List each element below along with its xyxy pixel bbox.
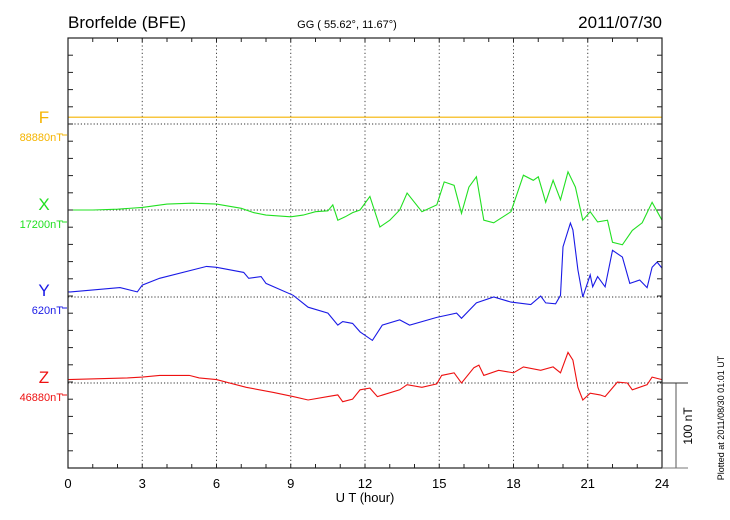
plot-date: 2011/07/30 bbox=[578, 13, 662, 32]
station-title: Brorfelde (BFE) bbox=[68, 13, 186, 32]
trace-y bbox=[68, 221, 663, 342]
series-baseline-x: 17200nT bbox=[20, 219, 64, 231]
series-labels: F 88880nT X 17200nT Y 620nT Z 46880nT bbox=[20, 108, 67, 404]
trace-z bbox=[67, 351, 663, 403]
scale-bar-label: 100 nT bbox=[681, 407, 695, 445]
series-name-y: Y bbox=[38, 281, 49, 300]
station-coordinates: GG ( 55.62°, 11.67°) bbox=[297, 19, 397, 31]
grid bbox=[68, 38, 662, 468]
x-tick-label: 21 bbox=[581, 476, 595, 491]
plotted-timestamp: Plotted at 2011/08/30 01:01 UT bbox=[716, 355, 726, 480]
traces bbox=[67, 116, 663, 403]
x-tick-label: 9 bbox=[287, 476, 294, 491]
series-name-z: Z bbox=[39, 368, 49, 387]
x-tick-label: 12 bbox=[358, 476, 372, 491]
trace-x bbox=[68, 170, 663, 246]
x-tick-label: 6 bbox=[213, 476, 220, 491]
x-tick-label: 3 bbox=[139, 476, 146, 491]
x-tick-label: 24 bbox=[655, 476, 669, 491]
series-name-f: F bbox=[39, 108, 49, 127]
x-axis-title: U T (hour) bbox=[336, 490, 395, 505]
series-baseline-f: 88880nT bbox=[20, 132, 64, 144]
x-tick-label: 18 bbox=[506, 476, 520, 491]
series-baseline-z: 46880nT bbox=[20, 392, 64, 404]
axes: 0 3 6 9 12 15 18 21 24 bbox=[64, 37, 669, 491]
scale-bar: 100 nT bbox=[662, 382, 695, 469]
x-tick-label: 15 bbox=[432, 476, 446, 491]
series-baseline-y: 620nT bbox=[32, 305, 63, 317]
x-tick-label: 0 bbox=[64, 476, 71, 491]
series-name-x: X bbox=[38, 195, 49, 214]
